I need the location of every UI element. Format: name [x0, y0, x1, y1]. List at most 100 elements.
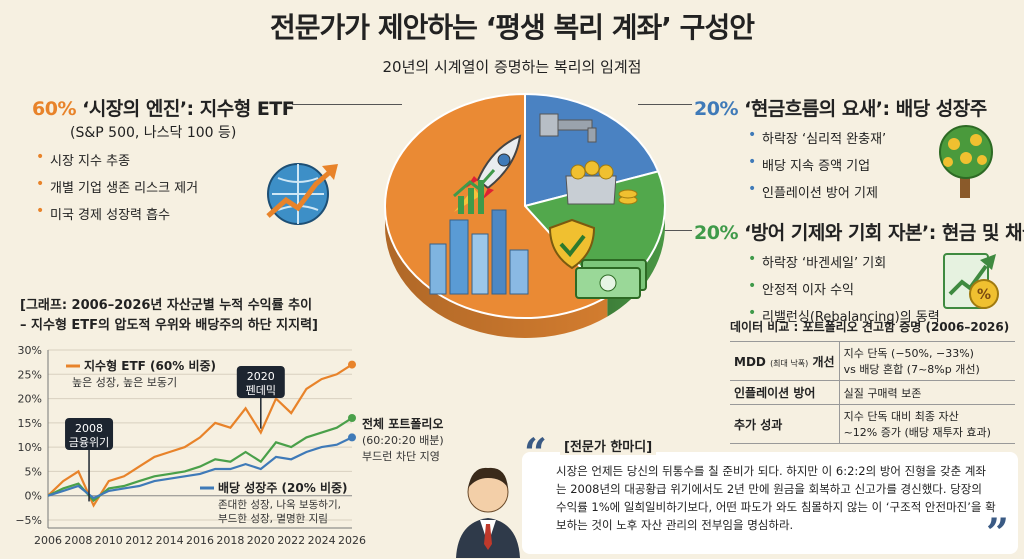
dividend-bullet: 배당 지속 증액 기업 [748, 154, 886, 174]
quote-label: [전문가 한마디] [560, 436, 657, 455]
allocation-pie-chart [384, 92, 666, 338]
dividend-title: ‘현금흐름의 요새’: 배당 성장주 [744, 98, 987, 120]
etf-heading: 60% ‘시장의 엔진’: 지수형 ETF [32, 94, 295, 121]
row-value: ~12% 증가 (배당 재투자 효과) [843, 426, 991, 439]
globe-growth-icon [266, 163, 338, 225]
y-tick-label: 25% [18, 368, 42, 381]
row-key: MDD [734, 354, 766, 369]
y-tick-label: −5% [15, 514, 42, 527]
open-quote-icon: “ [524, 430, 548, 477]
quote-box [522, 452, 1018, 554]
graph-title: [그래프: 2006–2026년 자산군별 누적 수익률 추이 – 지수형 ET… [20, 296, 318, 336]
expert-avatar [456, 467, 520, 558]
annotation-box [65, 418, 114, 450]
legend-desc: 부드런 차단 지영 [362, 450, 440, 463]
etf-bullet: 시장 지수 추종 [36, 149, 198, 169]
shield-check-icon [548, 218, 596, 270]
y-tick-label: 0% [25, 490, 42, 503]
quote-text: 시장은 언제든 당신의 뒤통수를 칠 준비가 되다. 하지만 이 6:2:2의 … [556, 464, 996, 532]
etf-bullet: 개별 기업 생존 리스크 제거 [36, 176, 198, 196]
graph-title-line2: – 지수형 ETF의 압도적 우위와 배당주의 하단 지지력] [20, 318, 318, 333]
annotation-label: 금융위기 [69, 436, 109, 449]
annotation-label: 펜데믹 [246, 384, 276, 397]
annotation-label: 2020 [247, 370, 275, 383]
table-row: 인플레이션 방어 실질 구매력 보존 [730, 380, 1015, 405]
row-key: 인플레이션 방어 [730, 380, 840, 405]
row-key: 추가 성과 [730, 404, 840, 444]
x-tick-label: 2010 [95, 534, 123, 547]
money-tree-icon [939, 125, 993, 198]
table-row: MDD (최대 낙폭) 개선 지수 단독 (−50%, −33%) vs 배당 혼… [730, 341, 1015, 381]
y-tick-label: 5% [25, 465, 42, 478]
table-title: 데이터 비교 : 포트폴리오 견고함 증명 (2006–2026) [730, 320, 1010, 334]
close-quote-icon: ” [986, 510, 1010, 557]
series-line [47, 436, 353, 500]
city-skyline-icon [429, 209, 529, 295]
row-value: 실질 구매력 보존 [843, 386, 922, 400]
x-tick-label: 2014 [156, 534, 184, 547]
legend-desc: (60:20:20 배분) [362, 434, 444, 447]
dividend-percent: 20% [694, 98, 738, 120]
cash-title: ‘방어 기제와 기회 자본’: 현금 및 채권 [744, 222, 1024, 244]
table-row: 추가 성과 지수 단독 대비 최종 자산 ~12% 증가 (배당 재투자 효과) [730, 404, 1015, 444]
comparison-table: 데이터 비교 : 포트폴리오 견고함 증명 (2006–2026) MDD (최… [730, 318, 1015, 444]
page-title: 전문가가 제안하는 ‘평생 복리 계좌’ 구성안 [270, 11, 755, 44]
cash-bullet: 리밸런싱(Rebalancing)의 동력 [748, 305, 940, 325]
x-tick-label: 2012 [125, 534, 153, 547]
y-tick-label: 20% [18, 393, 42, 406]
series-end-point [348, 433, 356, 442]
page-subtitle: 20년의 시계열이 증명하는 복리의 임계점 [382, 58, 642, 76]
cash-bills-icon [575, 259, 647, 299]
etf-title: ‘시장의 엔진’: 지수형 ETF [82, 98, 295, 120]
etf-bullet-list: 시장 지수 추종 개별 기업 생존 리스크 제거 미국 경제 성장력 흡수 [36, 149, 198, 231]
series-end-point [348, 360, 356, 369]
legend-label: 배당 성장주 (20% 비중) [218, 480, 348, 495]
x-tick-label: 2020 [247, 534, 275, 547]
pie-slice-shade [385, 206, 608, 338]
dividend-bullet: 인플레이션 방어 기제 [748, 181, 886, 201]
etf-leader-line [292, 104, 402, 105]
row-value: 지수 단독 대비 최종 자산 [843, 410, 959, 423]
x-tick-label: 2018 [216, 534, 244, 547]
x-tick-label: 2024 [308, 534, 336, 547]
y-tick-label: 10% [18, 441, 42, 454]
x-tick-label: 2022 [277, 534, 305, 547]
x-tick-label: 2008 [64, 534, 92, 547]
bar-growth-icon [453, 169, 496, 214]
x-tick-label: 2026 [338, 534, 366, 547]
cash-percent: 20% [694, 222, 738, 244]
row-value: 지수 단독 (−50%, −33%) [843, 347, 974, 360]
x-tick-label: 2006 [34, 534, 62, 547]
legend-desc: 높은 성장, 높은 보동기 [72, 376, 177, 389]
row-key-tail: 개선 [812, 354, 835, 369]
dividend-heading: 20% ‘현금흐름의 요새’: 배당 성장주 [694, 94, 987, 121]
cash-bullet: 하락장 ‘바겐세일’ 기회 [748, 251, 940, 271]
y-tick-label: 15% [18, 417, 42, 430]
cash-heading: 20% ‘방어 기제와 기회 자본’: 현금 및 채권 [694, 218, 1024, 245]
etf-subtitle: (S&P 500, 나스닥 100 등) [70, 125, 237, 141]
annotation-label: 2008 [75, 422, 103, 435]
etf-bullet: 미국 경제 성장력 흡수 [36, 203, 198, 223]
x-tick-label: 2016 [186, 534, 214, 547]
annotation-box [236, 366, 285, 398]
y-tick-label: 30% [18, 344, 42, 357]
svg-text:%: % [977, 287, 991, 303]
legend-desc: 존대한 성장, 나옥 보동하기, [218, 498, 341, 511]
legend-desc: 부드한 성장, 멸명한 지림 [218, 513, 328, 525]
dividend-bullet: 하락장 ‘심리적 완충재’ [748, 127, 886, 147]
legend-label: 전체 포트폴리오 [362, 416, 443, 431]
legend-label: 지수형 ETF (60% 비중) [84, 358, 216, 373]
return-line-chart: 30%25%20%15%10%5%0%−5%2006 2008 2010 2012 20… [15, 344, 444, 547]
etf-percent: 60% [32, 98, 76, 120]
cash-leader-line [660, 230, 692, 231]
series-end-point [348, 414, 356, 422]
dividend-leader-line [638, 104, 692, 105]
dividend-bullet-list: 하락장 ‘심리적 완충재’ 배당 지속 증액 기업 인플레이션 방어 기제 [748, 127, 886, 209]
graph-title-line1: [그래프: 2006–2026년 자산군별 누적 수익률 추이 [20, 298, 313, 313]
row-value: vs 배당 혼합 (7~8%p 개선) [843, 363, 980, 376]
faucet-coins-icon [539, 113, 638, 205]
cash-bullet-list: 하락장 ‘바겐세일’ 기회 안정적 이자 수익 리밸런싱(Rebalancing… [748, 251, 940, 333]
row-key-note: (최대 낙폭) [770, 358, 809, 368]
bond-growth-icon: % [943, 253, 999, 309]
cash-bullet: 안정적 이자 수익 [748, 278, 940, 298]
